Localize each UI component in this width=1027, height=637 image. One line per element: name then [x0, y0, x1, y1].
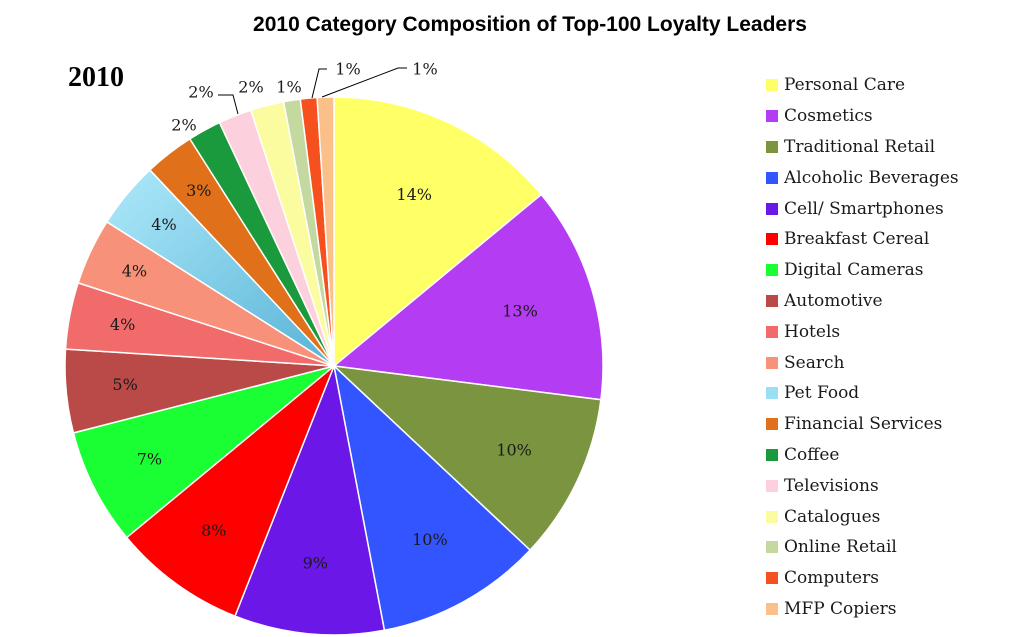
legend-item-search: Search: [766, 347, 959, 378]
legend-item-computers: Computers: [766, 563, 959, 594]
data-label-search: 4%: [122, 262, 147, 281]
leader-line-computers: [311, 68, 327, 99]
data-label-financial-services: 3%: [186, 181, 211, 200]
legend-label: Cosmetics: [784, 106, 873, 127]
pie-slice-traditional-retail: [331, 364, 602, 552]
legend-swatch: [766, 572, 778, 585]
legend-swatch: [766, 325, 778, 338]
data-label-pet-food: 4%: [151, 215, 176, 234]
data-label-online-retail: 1%: [276, 78, 301, 97]
pie-slice-breakfast-cereal: [125, 365, 335, 618]
legend-item-hotels: Hotels: [766, 316, 959, 347]
legend-swatch: [766, 79, 778, 92]
data-label-personal-care: 14%: [396, 185, 432, 204]
legend-swatch: [766, 448, 778, 461]
legend-label: MFP Copiers: [784, 598, 897, 619]
data-label-traditional-retail: 10%: [496, 440, 532, 459]
legend-label: Automotive: [784, 290, 883, 311]
legend-item-cosmetics: Cosmetics: [766, 101, 959, 132]
legend-swatch: [766, 356, 778, 369]
data-label-mfp-copiers: 1%: [412, 60, 437, 79]
data-label-catalogues: 2%: [238, 78, 263, 97]
legend-swatch: [766, 110, 778, 123]
legend-item-coffee: Coffee: [766, 440, 959, 471]
legend-item-televisions: Televisions: [766, 470, 959, 501]
legend-label: Computers: [784, 568, 879, 589]
leader-line-televisions: [218, 94, 239, 115]
leader-line-mfp-copiers: [321, 67, 407, 98]
legend-swatch: [766, 387, 778, 400]
legend-label: Traditional Retail: [784, 136, 936, 157]
data-label-cosmetics: 13%: [502, 302, 538, 321]
pie-slice-personal-care: [333, 96, 543, 368]
data-label-automotive: 5%: [112, 375, 137, 394]
data-label-breakfast-cereal: 8%: [201, 521, 226, 540]
data-label-coffee: 2%: [171, 116, 196, 135]
data-label-digital-cameras: 7%: [137, 450, 162, 469]
pie-slice-mfp-copiers: [316, 96, 335, 367]
legend-label: Pet Food: [784, 383, 860, 404]
legend-item-mfp-copiers: MFP Copiers: [766, 594, 959, 625]
legend-item-digital-cameras: Digital Cameras: [766, 255, 959, 286]
legend-swatch: [766, 541, 778, 554]
year-label: 2010: [68, 62, 124, 93]
pie-slice-cell-smartphones: [233, 363, 386, 636]
legend-swatch: [766, 202, 778, 215]
legend-item-online-retail: Online Retail: [766, 532, 959, 563]
legend-label: Cell/ Smartphones: [784, 198, 944, 219]
legend-item-alcoholic-beverages: Alcoholic Beverages: [766, 162, 959, 193]
legend-label: Alcoholic Beverages: [784, 167, 959, 188]
data-label-computers: 1%: [335, 60, 360, 79]
data-label-televisions: 2%: [188, 83, 213, 102]
legend-item-financial-services: Financial Services: [766, 409, 959, 440]
legend-item-breakfast-cereal: Breakfast Cereal: [766, 224, 959, 255]
legend-label: Catalogues: [784, 506, 881, 527]
legend-swatch: [766, 264, 778, 277]
legend-item-traditional-retail: Traditional Retail: [766, 132, 959, 163]
legend-label: Online Retail: [784, 537, 897, 558]
legend-swatch: [766, 233, 778, 246]
legend-label: Personal Care: [784, 75, 906, 96]
legend-label: Televisions: [784, 475, 879, 496]
legend-item-cell-smartphones: Cell/ Smartphones: [766, 193, 959, 224]
legend-swatch: [766, 602, 778, 615]
legend-item-automotive: Automotive: [766, 286, 959, 317]
legend-item-catalogues: Catalogues: [766, 501, 959, 532]
pie-slice-cosmetics: [332, 193, 604, 401]
legend-label: Coffee: [784, 444, 840, 465]
legend-label: Breakfast Cereal: [784, 229, 930, 250]
legend-item-pet-food: Pet Food: [766, 378, 959, 409]
pie-slice-alcoholic-beverages: [332, 363, 532, 632]
legend-item-personal-care: Personal Care: [766, 70, 959, 101]
data-label-hotels: 4%: [110, 315, 135, 334]
legend-swatch: [766, 171, 778, 184]
legend-label: Search: [784, 352, 845, 373]
legend-swatch: [766, 479, 778, 492]
legend-swatch: [766, 294, 778, 307]
data-label-cell-smartphones: 9%: [303, 554, 328, 573]
data-label-alcoholic-beverages: 10%: [412, 530, 448, 549]
legend-swatch: [766, 140, 778, 153]
legend: Personal Care Cosmetics Traditional Retail…: [766, 70, 959, 624]
legend-swatch: [766, 418, 778, 431]
legend-label: Financial Services: [784, 414, 943, 435]
pie-slice-digital-cameras: [72, 365, 335, 539]
legend-label: Hotels: [784, 321, 841, 342]
legend-label: Digital Cameras: [784, 260, 924, 281]
legend-swatch: [766, 510, 778, 523]
chart-title: 2010 Category Composition of Top-100 Loy…: [253, 13, 807, 36]
